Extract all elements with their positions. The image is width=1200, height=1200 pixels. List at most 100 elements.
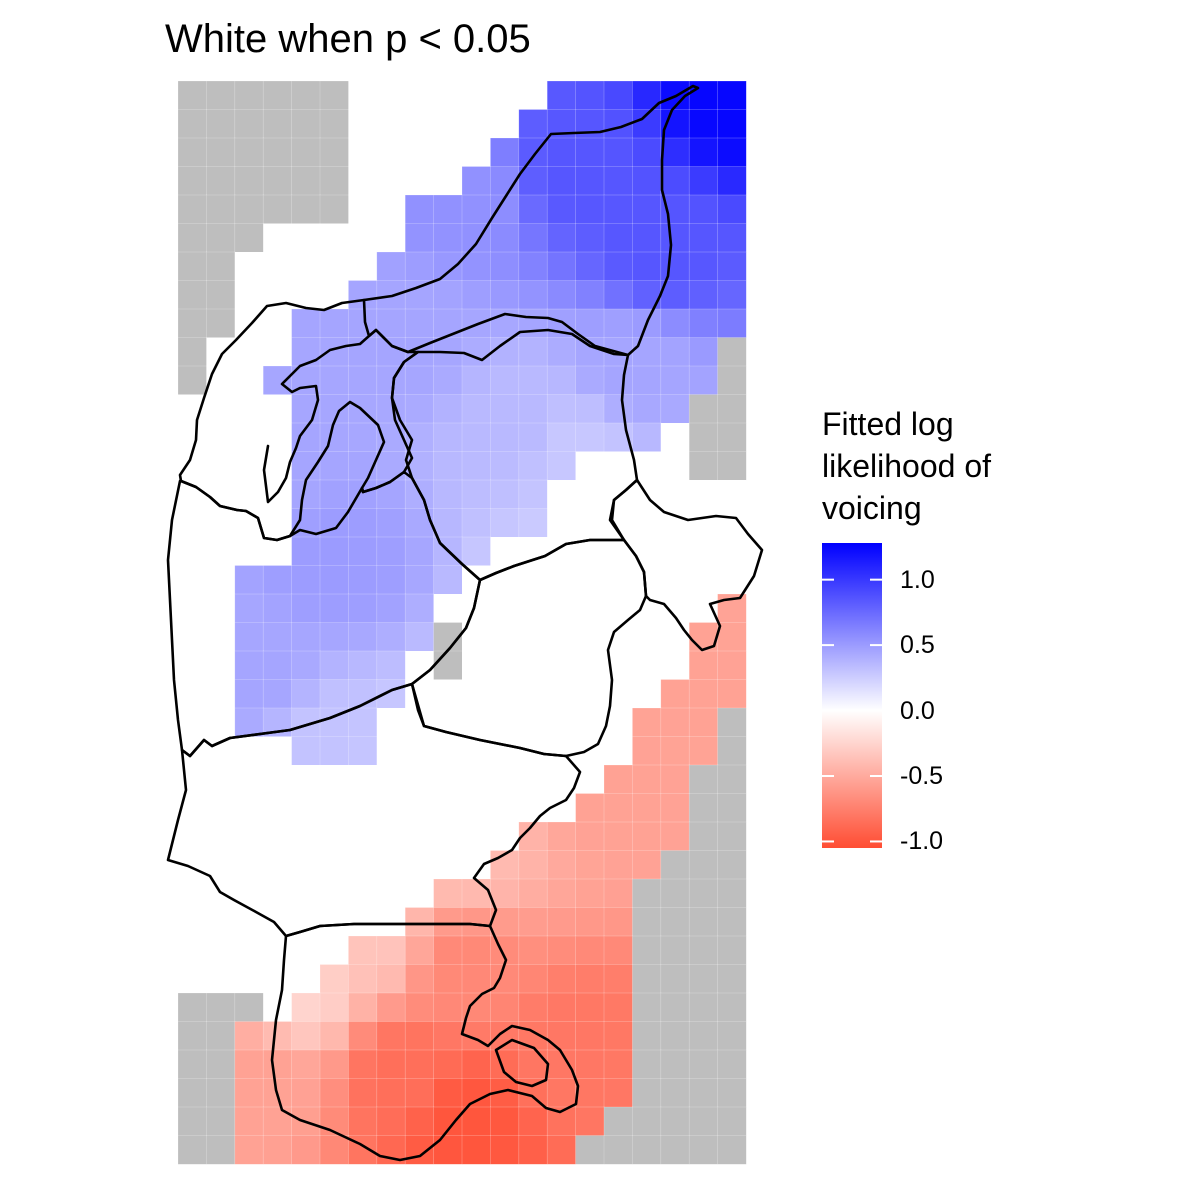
raster-cell — [660, 850, 690, 880]
raster-cell — [518, 223, 548, 253]
raster-cell — [546, 1078, 577, 1108]
raster-cell — [688, 1135, 719, 1165]
raster-cell — [404, 536, 435, 567]
raster-cell — [546, 194, 577, 225]
raster-cell — [348, 964, 378, 994]
raster-cell — [348, 536, 378, 567]
raster-cell — [433, 308, 463, 339]
raster-cell — [376, 337, 406, 367]
raster-cell — [404, 964, 435, 994]
raster-cell — [234, 423, 264, 452]
raster-cell — [518, 765, 548, 794]
raster-cell — [688, 935, 719, 966]
raster-cell — [376, 679, 406, 709]
raster-cell — [206, 166, 236, 196]
raster-cell — [575, 80, 605, 111]
raster-cell — [348, 793, 378, 823]
raster-cell — [376, 565, 406, 595]
raster-cell — [603, 878, 634, 909]
raster-cell — [490, 736, 520, 766]
raster-cell — [603, 1021, 634, 1051]
raster-cell — [575, 1135, 605, 1165]
raster-cell — [291, 536, 321, 567]
raster-cell — [518, 1106, 548, 1137]
raster-cell — [234, 80, 264, 111]
raster-cell — [546, 821, 577, 852]
raster-cell — [688, 394, 719, 424]
raster-cell — [206, 109, 236, 139]
raster-cell — [206, 451, 236, 481]
raster-cell — [632, 365, 662, 396]
raster-cell — [234, 1049, 264, 1080]
raster-cell — [490, 81, 520, 110]
raster-cell — [546, 850, 577, 880]
raster-cell — [348, 422, 378, 453]
raster-cell — [234, 793, 264, 823]
raster-cell — [490, 422, 520, 453]
raster-cell — [376, 536, 406, 567]
raster-cell — [348, 850, 378, 880]
raster-cell — [234, 394, 264, 424]
raster-cell — [319, 365, 350, 396]
raster-cell — [632, 394, 662, 424]
raster-cell — [177, 137, 208, 168]
raster-cell — [717, 80, 747, 111]
raster-cell — [177, 109, 208, 139]
raster-cell — [376, 593, 406, 624]
raster-cell — [404, 394, 435, 424]
raster-cell — [717, 679, 747, 709]
raster-cell — [660, 565, 690, 595]
raster-cell — [177, 308, 208, 339]
raster-cell — [518, 935, 548, 966]
raster-cell — [461, 878, 492, 909]
raster-cell — [632, 736, 662, 766]
raster-cell — [603, 964, 634, 994]
raster-cell — [376, 708, 406, 737]
raster-cell — [575, 850, 605, 880]
raster-cell — [319, 565, 350, 595]
raster-cell — [603, 764, 634, 795]
raster-cell — [575, 251, 605, 282]
raster-cell — [348, 736, 378, 766]
raster-cell — [291, 850, 321, 880]
raster-cell — [263, 394, 292, 424]
raster-cell — [462, 765, 491, 794]
raster-cell — [660, 1049, 690, 1080]
raster-cell — [603, 194, 634, 225]
raster-cell — [575, 1049, 605, 1080]
raster-cell — [461, 479, 492, 510]
raster-cell — [234, 480, 264, 509]
raster-cell — [376, 1049, 406, 1080]
raster-cell — [177, 337, 208, 367]
raster-cell — [717, 964, 747, 994]
raster-cell — [206, 480, 236, 509]
raster-cell — [575, 308, 605, 339]
raster-cell — [461, 1078, 492, 1108]
raster-cell — [717, 650, 747, 681]
raster-cell — [178, 964, 207, 994]
raster-cell — [291, 879, 321, 908]
raster-cell — [348, 707, 378, 738]
raster-cell — [177, 80, 208, 111]
raster-cell — [206, 565, 236, 595]
raster-cell — [575, 594, 605, 623]
raster-cell — [717, 821, 747, 852]
raster-cell — [660, 821, 690, 852]
raster-cell — [234, 936, 264, 965]
raster-cell — [688, 764, 719, 795]
raster-cell — [518, 1049, 548, 1080]
raster-cell — [262, 565, 293, 595]
raster-cell — [462, 679, 491, 709]
raster-cell — [177, 1049, 208, 1080]
raster-cell — [376, 81, 406, 110]
raster-cell — [404, 508, 435, 538]
raster-cell — [546, 394, 577, 424]
raster-cell — [178, 907, 207, 937]
raster-cell — [660, 1106, 690, 1137]
raster-cell — [575, 166, 605, 196]
raster-cell — [319, 679, 350, 709]
raster-cell — [177, 1021, 208, 1051]
raster-cell — [632, 622, 662, 652]
raster-cell — [603, 1078, 634, 1108]
raster-cell — [206, 308, 236, 339]
